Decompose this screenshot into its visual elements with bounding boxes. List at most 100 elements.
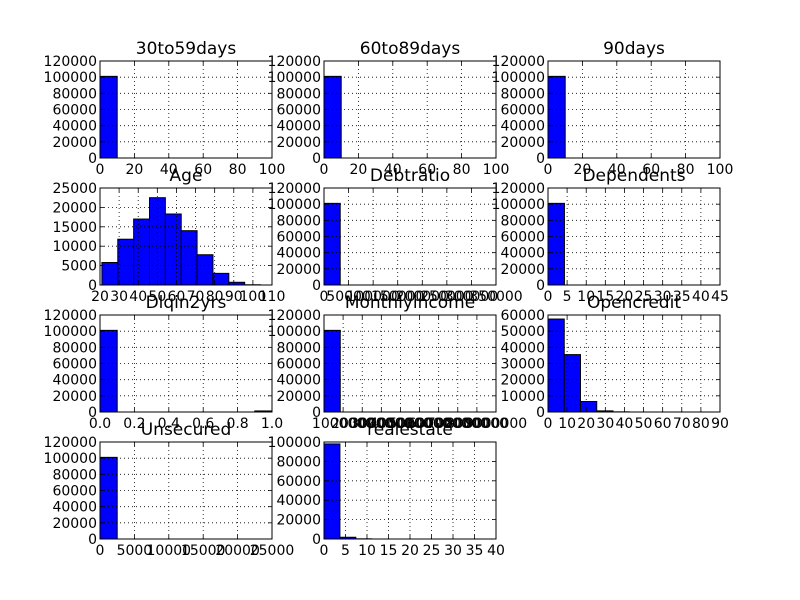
x-tick-label: 10000 [147, 543, 192, 559]
x-tick-label: 15 [380, 543, 398, 559]
x-tick-label: 100 [240, 289, 267, 305]
y-tick-label: 0 [312, 278, 321, 294]
x-tick-label: 5000000 [388, 416, 450, 432]
x-tick-label: 100 [259, 162, 286, 178]
x-tick-label: 60 [654, 416, 672, 432]
y-tick-label: 20000 [500, 373, 545, 389]
subplot-title: Opencredit [587, 293, 681, 313]
x-tick-label: 20 [573, 162, 591, 178]
histogram-bar [99, 329, 118, 413]
histogram-bar [323, 329, 341, 413]
y-tick-label: 60000 [276, 357, 321, 373]
subplot-debtratio: 0500001000001500002000002500003000003500… [268, 166, 523, 305]
x-tick-label: 0 [96, 162, 105, 178]
y-tick-label: 100000 [268, 324, 321, 340]
y-tick-label: 40000 [276, 373, 321, 389]
y-tick-label: 60000 [276, 103, 321, 119]
y-tick-label: 80000 [52, 86, 97, 102]
subplot-title: Dlqin2yrs [146, 293, 227, 313]
x-tick-label: 90 [711, 416, 729, 432]
y-tick-label: 80000 [500, 86, 545, 102]
y-tick-label: 20000 [52, 200, 97, 216]
y-tick-label: 120000 [44, 435, 97, 451]
axis-frame [323, 441, 497, 540]
y-tick-label: 100000 [44, 324, 97, 340]
histogram-bar [547, 202, 565, 286]
subplot-monthlyincome: 1000000200000030000004000000500000060000… [268, 293, 528, 432]
x-tick-label: 0 [320, 162, 329, 178]
x-tick-label: 40 [160, 162, 178, 178]
x-tick-label: 6000000 [407, 416, 469, 432]
x-tick-label: 40 [692, 289, 710, 305]
x-tick-label: 150000 [371, 289, 424, 305]
subplot-opencredit: 0 10 20 30 40 50 60 70 80 90010000200003000040000… [500, 293, 728, 432]
y-tick-label: 0 [536, 405, 545, 421]
y-tick-label: 0 [536, 278, 545, 294]
y-tick-label: 40000 [52, 119, 97, 135]
y-tick-label: 40000 [276, 119, 321, 135]
subplot-realestate: 0 5 10 15 20 25 30 35 40020000400006000080000100… [268, 420, 505, 559]
x-tick-label: 20 [577, 416, 595, 432]
y-tick-label: 80000 [276, 213, 321, 229]
x-tick-label: 50 [148, 289, 166, 305]
x-tick-label: 8000000 [446, 416, 508, 432]
y-tick-label: 80000 [276, 340, 321, 356]
y-tick-label: 60000 [276, 474, 321, 490]
axis-frame [547, 314, 721, 413]
axis-frame [547, 60, 721, 159]
x-tick-label: 60 [642, 162, 660, 178]
subplot-title: 30to59days [136, 39, 237, 59]
x-tick-label: 45 [711, 289, 729, 305]
y-tick-label: 20000 [52, 135, 97, 151]
subplot-90days: 0 20 40 60 80 1000200004000060000800001000001… [492, 39, 734, 178]
x-tick-label: 0 [320, 543, 329, 559]
y-tick-label: 60000 [500, 230, 545, 246]
histogram-bar [99, 456, 118, 540]
subplot-unsecured: 0 500010000150002000025000020000400006000… [44, 420, 295, 559]
x-tick-label: 200000 [396, 289, 449, 305]
x-tick-label: 10 [577, 289, 595, 305]
x-tick-label: 0 [544, 416, 553, 432]
x-tick-label: 0.6 [192, 416, 214, 432]
x-tick-label: 1.0 [261, 416, 283, 432]
histogram-bar [196, 254, 214, 286]
x-tick-label: 110 [259, 289, 286, 305]
x-tick-label: 5 [341, 543, 350, 559]
subplot-title: 60to89days [360, 39, 461, 59]
y-tick-label: 20000 [276, 513, 321, 529]
x-tick-label: 20 [401, 543, 419, 559]
y-tick-label: 100000 [492, 197, 545, 213]
y-tick-label: 120000 [44, 54, 97, 70]
y-tick-label: 80000 [52, 467, 97, 483]
x-tick-label: 30 [444, 543, 462, 559]
y-tick-label: 120000 [492, 181, 545, 197]
y-tick-label: 40000 [500, 119, 545, 135]
x-tick-label: 0 [96, 543, 105, 559]
x-tick-label: 15 [596, 289, 614, 305]
y-tick-label: 60000 [500, 103, 545, 119]
y-tick-label: 20000 [500, 135, 545, 151]
y-tick-label: 100000 [268, 197, 321, 213]
y-tick-label: 100000 [492, 70, 545, 86]
y-tick-label: 60000 [52, 357, 97, 373]
histogram-bar [323, 443, 341, 540]
x-tick-label: 10 [358, 543, 376, 559]
subplot-dlqin2yrs: 0.0 0.2 0.4 0.6 0.8 1.00200004000060000800001… [44, 293, 284, 432]
x-tick-label: 25 [423, 543, 441, 559]
x-tick-label: 40 [129, 289, 147, 305]
subplot-title: Debtratio [370, 166, 450, 186]
x-tick-label: 250000 [420, 289, 473, 305]
x-tick-label: 35 [673, 289, 691, 305]
axis-frame [99, 314, 273, 413]
y-tick-label: 40000 [276, 246, 321, 262]
x-tick-label: 40 [384, 162, 402, 178]
y-tick-label: 60000 [52, 103, 97, 119]
y-tick-label: 5000 [61, 259, 97, 275]
x-tick-label: 5 [563, 289, 572, 305]
x-tick-label: 10 [558, 416, 576, 432]
histogram-bar [547, 318, 565, 413]
y-tick-label: 40000 [500, 246, 545, 262]
x-tick-label: 50 [635, 416, 653, 432]
x-tick-label: 20 [616, 289, 634, 305]
